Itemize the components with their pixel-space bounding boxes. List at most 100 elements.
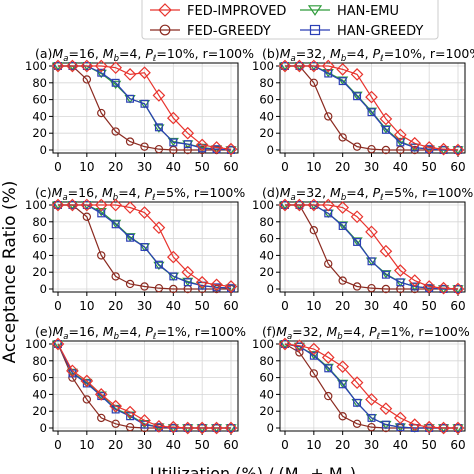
data-point	[350, 210, 364, 224]
data-point	[352, 282, 362, 291]
panel-title-mb-value: =4,	[346, 46, 372, 61]
x-tick-label: 10	[306, 299, 321, 313]
data-point	[140, 243, 149, 251]
x-tick-label: 40	[166, 299, 181, 313]
x-tick-label: 50	[195, 299, 210, 313]
data-point	[295, 348, 304, 357]
x-tick-label: 20	[335, 160, 350, 174]
x-tick-label: 30	[364, 438, 379, 452]
panel-title-ma-value: =16,	[68, 46, 102, 61]
data-point	[293, 339, 306, 353]
panel-title-ma-value: =32,	[292, 324, 326, 339]
x-tick-label: 50	[422, 160, 437, 174]
x-tick-label: 30	[137, 299, 152, 313]
panel-title-p: P	[373, 185, 381, 200]
data-point	[451, 421, 465, 435]
y-tick-label: 80	[32, 76, 47, 90]
panel-title-sub: b	[341, 193, 346, 203]
panel-title-p: P	[145, 185, 153, 200]
y-tick-label: 100	[25, 59, 47, 73]
series-line-fed-improved	[58, 204, 232, 288]
y-tick-label: 20	[259, 404, 274, 418]
y-tick-label: 40	[259, 109, 274, 123]
y-tick-label: 80	[259, 215, 274, 229]
legend-label-0: FED-IMPROVED	[187, 4, 286, 19]
data-point	[350, 68, 364, 81]
data-point	[51, 337, 65, 351]
data-point	[309, 225, 319, 235]
panel-title-ma-value: =16,	[68, 324, 102, 339]
data-point	[166, 111, 180, 125]
series-line-fed-greedy	[285, 65, 458, 151]
data-point	[293, 198, 306, 212]
data-point	[408, 418, 422, 431]
data-point	[54, 340, 62, 348]
data-point	[66, 364, 79, 378]
data-point	[224, 280, 238, 293]
panel-title-pl-value: =10%,	[384, 46, 430, 61]
data-point	[195, 421, 209, 435]
panel-title-sub: a	[62, 193, 67, 203]
data-point	[437, 142, 450, 156]
data-point	[338, 133, 347, 142]
y-tick-label: 80	[32, 215, 47, 229]
data-point	[365, 393, 378, 406]
data-point	[381, 270, 390, 279]
x-tick-label: 30	[137, 438, 152, 452]
data-point	[51, 198, 65, 212]
x-tick-label: 20	[108, 160, 123, 174]
data-point	[393, 411, 407, 425]
panel-title-pl-value: =1%,	[156, 324, 194, 339]
data-point	[353, 398, 362, 407]
panel-title-r-value: r=100%	[422, 185, 473, 200]
panel-title-m: M	[276, 324, 287, 339]
x-tick-label: 50	[195, 160, 210, 174]
x-tick-label: 60	[450, 438, 465, 452]
data-point	[109, 198, 123, 212]
x-axis-label: Utilization (%) / (Ma + Mb)	[150, 464, 356, 474]
y-tick-label: 40	[259, 387, 274, 401]
data-point	[353, 237, 362, 246]
data-point	[109, 399, 123, 413]
data-point	[307, 59, 321, 73]
panel-title-sub: b	[113, 193, 118, 203]
panel-title-r-value: r=100%	[194, 185, 245, 200]
panel-title-mb-value: =4,	[119, 324, 145, 339]
panel-title: (d)Ma=32, Mb=4, Pℓ=5%, r=100%	[262, 185, 473, 203]
data-point	[183, 278, 192, 287]
data-point	[169, 138, 178, 147]
y-tick-label: 60	[259, 232, 274, 246]
data-point	[111, 220, 120, 229]
data-point	[97, 68, 106, 77]
data-point	[97, 108, 106, 118]
data-point	[351, 237, 363, 246]
series-line-fed-improved	[58, 65, 232, 150]
x-tick-label: 40	[393, 438, 408, 452]
panel-title-r-value: r=100%	[430, 46, 474, 61]
panel-title-m: M	[52, 324, 63, 339]
data-point	[166, 250, 180, 264]
x-tick-label: 0	[54, 438, 62, 452]
panel-title-pl-value: =10%,	[156, 46, 202, 61]
data-point	[80, 59, 94, 73]
data-point	[365, 225, 378, 239]
data-point	[154, 423, 163, 432]
x-tick-label: 0	[281, 299, 289, 313]
data-point	[321, 351, 335, 364]
panel-title-sub: a	[291, 193, 296, 203]
x-tick-label: 10	[306, 438, 321, 452]
panel-title-label: (f)	[262, 324, 276, 339]
data-point	[353, 92, 362, 101]
data-point	[153, 124, 165, 133]
data-point	[123, 68, 137, 81]
data-point	[278, 198, 292, 212]
y-tick-label: 20	[259, 265, 274, 279]
y-tick-label: 20	[259, 126, 274, 140]
legend-marker-0	[158, 3, 172, 17]
x-tick-label: 40	[393, 160, 408, 174]
data-point	[396, 278, 405, 287]
data-point	[367, 257, 376, 266]
data-point	[338, 380, 347, 389]
data-point	[140, 282, 149, 291]
